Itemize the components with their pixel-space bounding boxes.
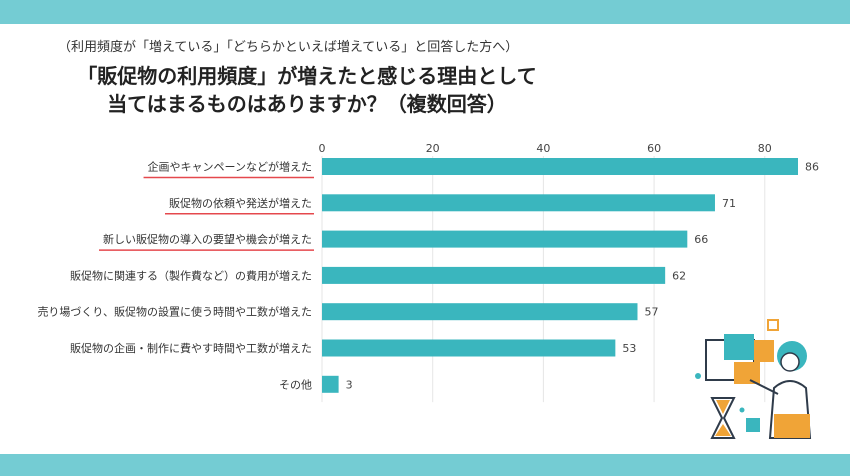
chart-subtitle: （利用頻度が「増えている」「どちらかといえば増えている」と回答した方へ） [58, 40, 519, 55]
data-label: 66 [694, 233, 708, 246]
chart-title: 「販促物の利用頻度」が増えたと感じる理由として 当てはまるものはありますか？（複… [62, 62, 552, 118]
person-illustration [695, 319, 812, 439]
data-label: 3 [346, 378, 353, 391]
top-band [0, 0, 850, 24]
chart-title-line2: 当てはまるものはありますか？（複数回答） [107, 92, 507, 116]
bar [322, 194, 715, 212]
category-label: 販促物の企画・制作に費やす時間や工数が増えた [70, 341, 312, 355]
bar [322, 266, 666, 284]
bar [322, 303, 638, 321]
bar [322, 375, 339, 393]
bar [322, 230, 688, 248]
tick-label: 80 [758, 142, 772, 155]
tick-label: 20 [426, 142, 440, 155]
tick-label: 40 [536, 142, 550, 155]
category-label: 企画やキャンペーンなどが増えた [148, 160, 312, 174]
bar [322, 339, 616, 357]
data-label: 53 [622, 342, 636, 355]
bottom-band [0, 454, 850, 476]
category-label: 販促物の依頼や発送が増えた [169, 196, 312, 210]
category-label: 新しい販促物の導入の要望や機会が増えた [103, 232, 312, 246]
category-label: その他 [279, 378, 312, 391]
chart-title-line1: 「販促物の利用頻度」が増えたと感じる理由として [77, 64, 537, 88]
category-label: 販促物に関連する（製作費など）の費用が増えた [70, 268, 312, 282]
bar [322, 158, 798, 175]
data-label: 57 [644, 306, 658, 319]
tick-label: 0 [319, 142, 326, 155]
category-label: 売り場づくり、販促物の設置に使う時間や工数が増えた [37, 305, 312, 319]
data-label: 86 [805, 161, 819, 174]
data-label: 62 [672, 269, 686, 282]
tick-label: 60 [647, 142, 661, 155]
data-label: 71 [722, 197, 736, 210]
